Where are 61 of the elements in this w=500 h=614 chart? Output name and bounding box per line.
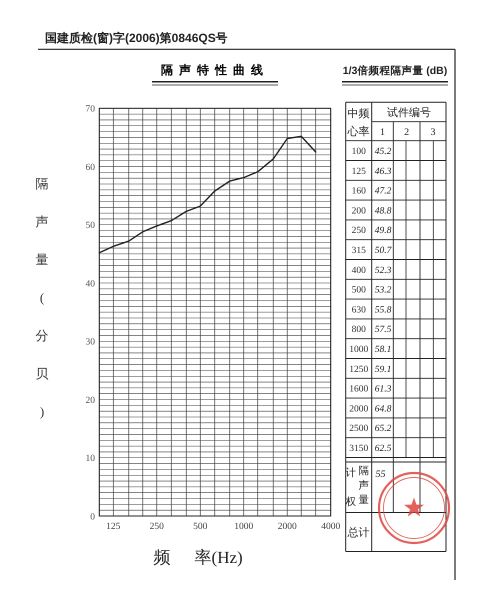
category-label: 1000	[349, 345, 368, 355]
y-tick-label: 60	[86, 162, 96, 173]
category-label: 100	[352, 147, 366, 157]
data-label: 58.1	[374, 345, 392, 355]
text: 55	[376, 469, 386, 480]
data-label: 50.7	[374, 246, 393, 256]
x-tick-label: 4000	[321, 522, 340, 532]
y-tick-label: 30	[86, 338, 96, 348]
text: 隔声量	[358, 465, 370, 506]
category-label: 1250	[349, 364, 368, 375]
category-label: 125	[352, 166, 366, 177]
data-label: 53.2	[374, 286, 392, 296]
x-tick-label: 2000	[278, 522, 297, 532]
text: 心率	[346, 125, 370, 138]
text: 总计	[346, 526, 370, 539]
category-label: 800	[352, 325, 366, 336]
x-tick-label: 500	[193, 522, 208, 532]
text: 试件编号	[386, 106, 431, 119]
text: 国建质检(窗)字(2006)第0846QS号	[45, 31, 228, 45]
data-label: 65.2	[374, 424, 392, 434]
text: 计权	[346, 468, 356, 508]
y-tick-label: 50	[86, 221, 96, 232]
text: 2	[404, 127, 410, 138]
text: 隔声量(分贝)	[36, 176, 48, 419]
category-label: 3150	[349, 444, 368, 454]
category-label: 2500	[349, 424, 368, 434]
y-tick-label: 40	[86, 279, 96, 290]
y-tick-label: 0	[90, 512, 96, 522]
chart-title: 隔声特性曲线	[161, 63, 269, 77]
category-label: 250	[352, 226, 366, 236]
text: 中频	[348, 107, 370, 120]
category-label: 200	[352, 206, 366, 216]
data-label: 59.1	[374, 364, 392, 375]
data-label: 49.8	[374, 226, 392, 236]
y-tick-label: 70	[86, 104, 96, 115]
data-label: 57.5	[374, 325, 392, 336]
text: 1	[380, 127, 385, 138]
category-label: 500	[352, 286, 366, 296]
data-label: 48.8	[374, 206, 392, 216]
data-label: 55.8	[374, 305, 392, 316]
data-label: 47.2	[374, 186, 392, 197]
y-tick-label: 10	[86, 454, 96, 464]
x-tick-label: 125	[106, 522, 121, 532]
data-label: 45.2	[374, 147, 392, 157]
x-axis-title: 频 率(Hz)	[153, 548, 243, 567]
category-label: 400	[352, 266, 366, 276]
data-label: 64.8	[374, 404, 392, 414]
text: 1/3倍频程隔声量 (dB)	[342, 64, 448, 77]
category-label: 1600	[349, 384, 368, 395]
data-label: 52.3	[374, 266, 392, 276]
category-label: 315	[352, 246, 366, 256]
category-label: 630	[352, 305, 366, 316]
data-label: 46.3	[374, 166, 392, 177]
x-tick-label: 1000	[234, 522, 254, 532]
data-label: 61.3	[374, 384, 392, 395]
y-tick-label: 20	[86, 396, 96, 406]
category-label: 160	[352, 186, 366, 197]
category-label: 2000	[349, 404, 368, 414]
x-tick-label: 250	[150, 522, 164, 532]
text: 3	[430, 127, 436, 138]
data-label: 62.5	[374, 444, 392, 454]
